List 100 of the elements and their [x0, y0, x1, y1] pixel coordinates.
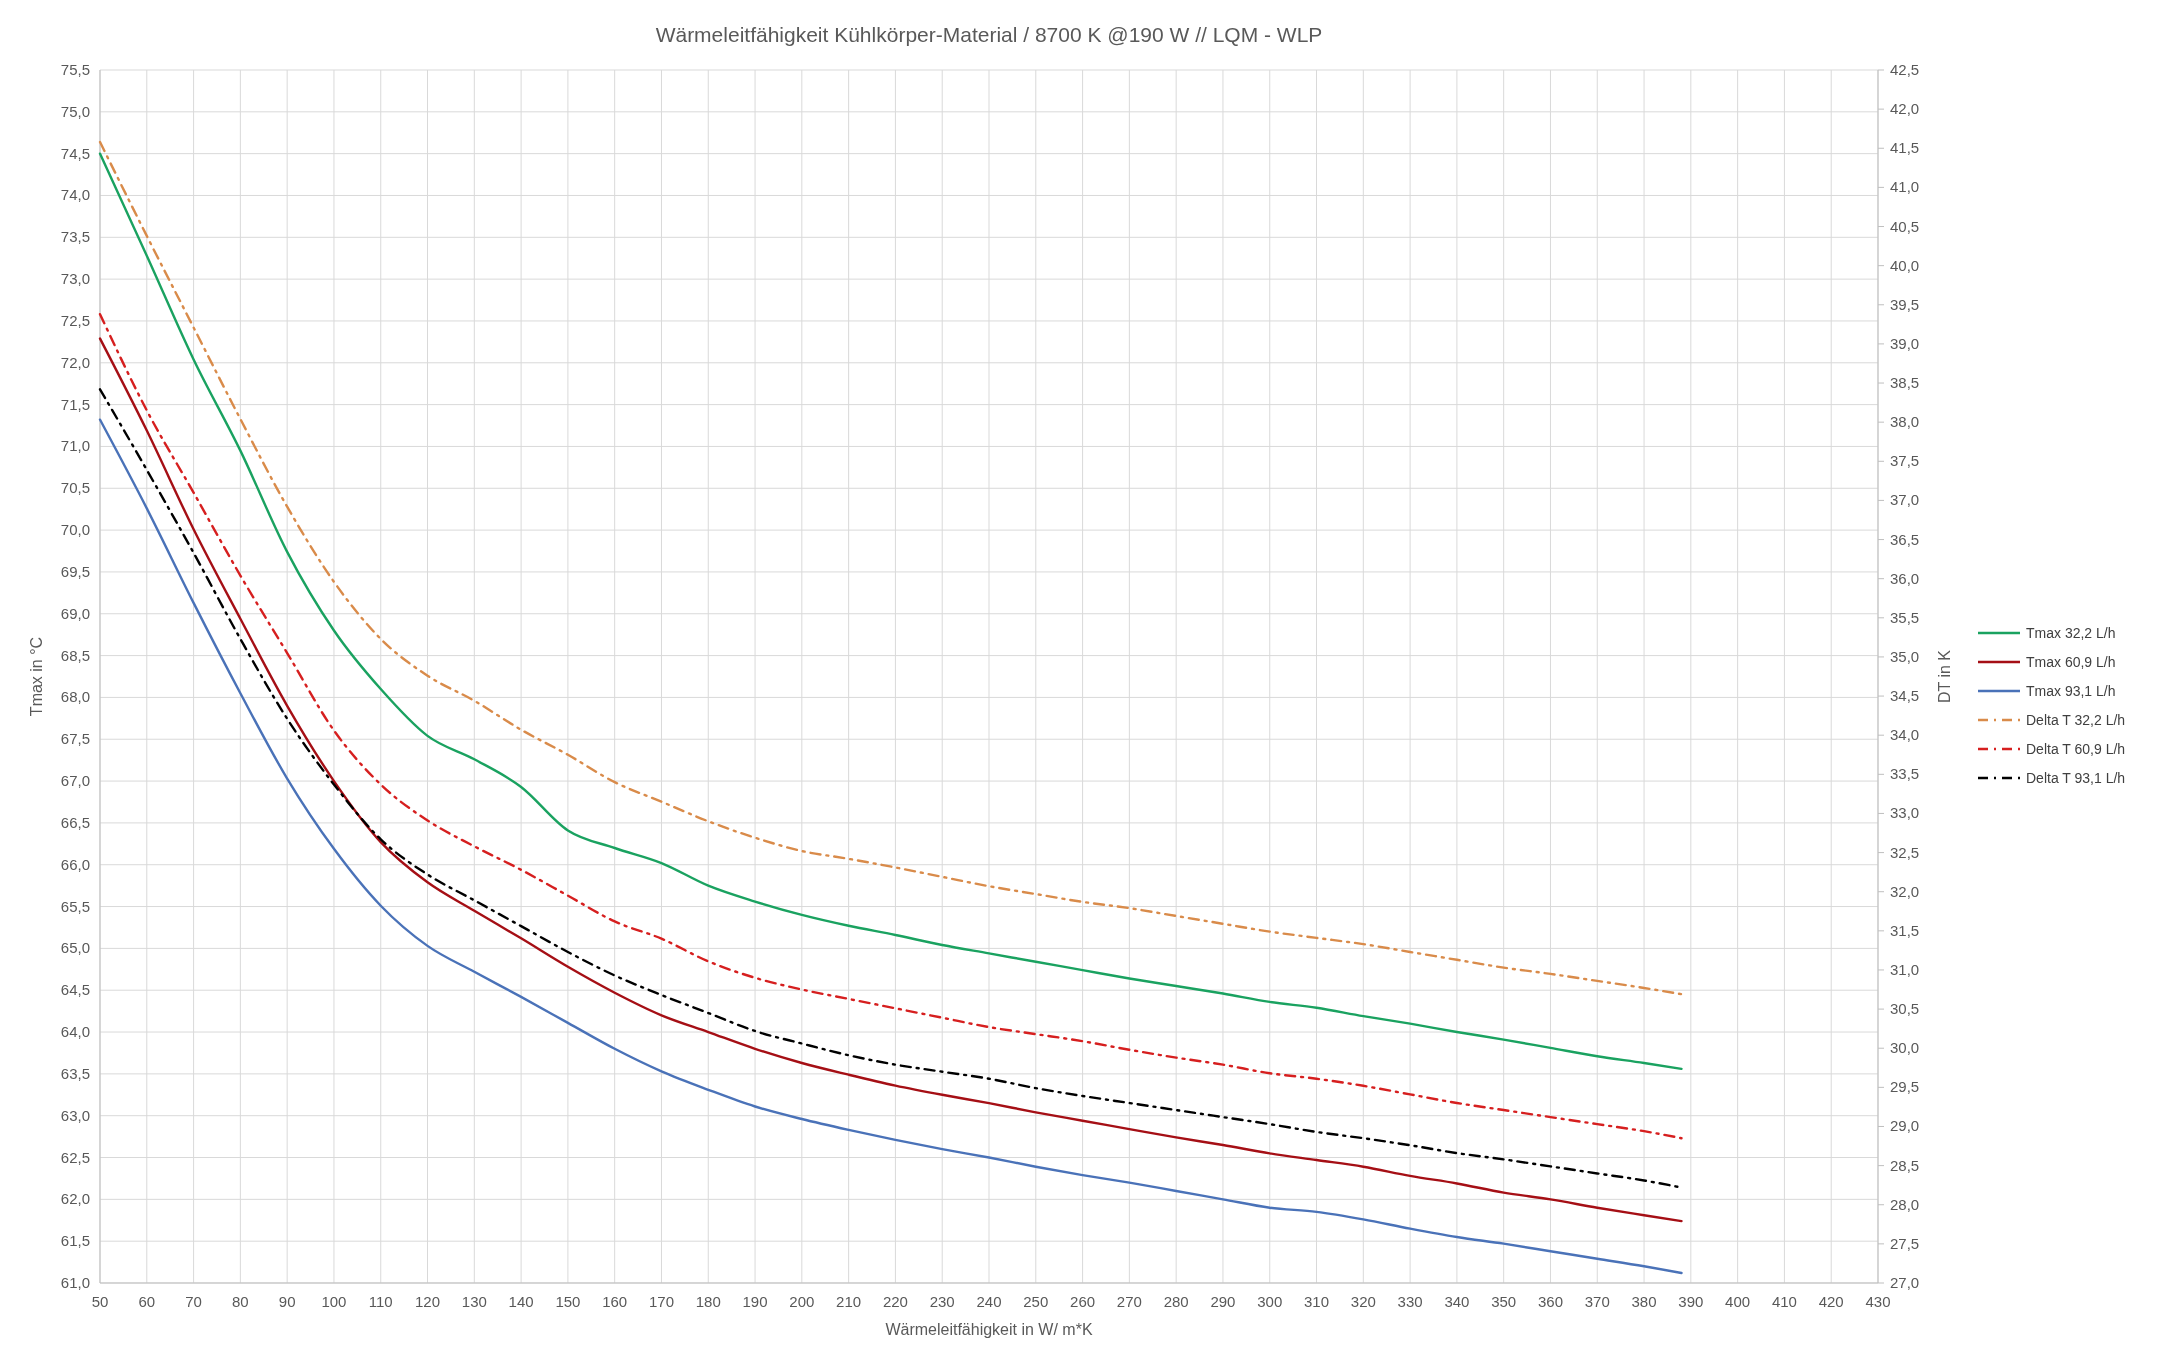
legend-label: Tmax 60,9 L/h — [2026, 654, 2116, 670]
y-tick-label: 74,5 — [60, 144, 90, 162]
x-tick-label: 360 — [1537, 1293, 1563, 1310]
x-tick-label: 80 — [232, 1293, 249, 1310]
x-tick-label: 380 — [1631, 1293, 1657, 1310]
x-axis-title: Wärmeleitfähigkeit in W/ m*K — [885, 1321, 1093, 1338]
y2-tick-label: 31,0 — [1890, 960, 1920, 978]
y-tick-label: 69,0 — [60, 604, 90, 622]
y-tick-label: 66,0 — [60, 855, 90, 873]
x-tick-label: 210 — [836, 1293, 862, 1310]
x-tick-label: 420 — [1818, 1293, 1844, 1310]
y-tick-label: 75,0 — [60, 102, 90, 120]
x-tick-label: 280 — [1163, 1293, 1189, 1310]
y2-tick-label: 31,5 — [1890, 921, 1920, 939]
x-tick-label: 60 — [138, 1293, 156, 1310]
y-tick-label: 65,0 — [60, 939, 90, 957]
y2-tick-label: 34,5 — [1890, 687, 1920, 705]
x-tick-label: 350 — [1491, 1293, 1517, 1310]
y2-tick-label: 38,0 — [1890, 413, 1920, 431]
x-tick-label: 230 — [929, 1293, 955, 1310]
x-tick-label: 170 — [648, 1293, 674, 1310]
x-tick-label: 340 — [1444, 1293, 1470, 1310]
x-tick-label: 250 — [1023, 1293, 1049, 1310]
x-tick-label: 150 — [555, 1293, 581, 1310]
y2-tick-label: 33,5 — [1890, 765, 1920, 783]
y-axis-title: Tmax in °C — [28, 636, 45, 717]
y2-tick-label: 27,0 — [1890, 1274, 1920, 1291]
legend-label: Delta T 60,9 L/h — [2026, 741, 2126, 757]
x-tick-label: 140 — [508, 1293, 534, 1310]
y-tick-label: 72,0 — [60, 353, 90, 371]
y-tick-label: 64,5 — [60, 981, 90, 999]
y2-tick-label: 28,0 — [1890, 1195, 1920, 1213]
y2-tick-label: 30,0 — [1890, 1039, 1920, 1057]
y2-tick-label: 42,5 — [1890, 61, 1920, 78]
x-tick-label: 200 — [789, 1293, 815, 1310]
x-tick-label: 90 — [278, 1293, 296, 1310]
y-tick-label: 73,0 — [60, 270, 90, 288]
x-tick-label: 240 — [976, 1293, 1002, 1310]
y-tick-label: 70,5 — [60, 479, 90, 497]
x-tick-label: 430 — [1865, 1293, 1891, 1310]
y-tick-label: 69,5 — [60, 562, 90, 580]
y2-tick-label: 41,5 — [1890, 139, 1920, 157]
x-tick-label: 270 — [1116, 1293, 1142, 1310]
y2-tick-label: 29,0 — [1890, 1117, 1920, 1135]
x-tick-label: 220 — [882, 1293, 908, 1310]
x-tick-label: 160 — [602, 1293, 628, 1310]
x-tick-label: 330 — [1397, 1293, 1423, 1310]
y-tick-label: 64,0 — [60, 1023, 90, 1041]
legend-label: Delta T 32,2 L/h — [2026, 712, 2126, 728]
y-tick-label: 75,5 — [60, 61, 90, 78]
y-tick-label: 73,5 — [60, 228, 90, 246]
x-tick-label: 300 — [1257, 1293, 1283, 1310]
legend-label: Tmax 93,1 L/h — [2026, 683, 2116, 699]
y2-tick-label: 42,0 — [1890, 100, 1920, 118]
y2-tick-label: 36,0 — [1890, 569, 1920, 587]
y2-tick-label: 41,0 — [1890, 178, 1920, 196]
x-tick-label: 390 — [1678, 1293, 1704, 1310]
y-tick-label: 63,0 — [60, 1106, 90, 1124]
y-tick-label: 65,5 — [60, 897, 90, 915]
x-tick-label: 50 — [91, 1293, 109, 1310]
y2-tick-label: 36,5 — [1890, 530, 1920, 548]
y2-tick-label: 39,0 — [1890, 334, 1920, 352]
y-tick-label: 66,5 — [60, 813, 90, 831]
x-tick-label: 180 — [695, 1293, 721, 1310]
x-tick-label: 310 — [1304, 1293, 1330, 1310]
x-tick-label: 130 — [461, 1293, 487, 1310]
y2-tick-label: 32,0 — [1890, 882, 1920, 900]
y2-tick-label: 28,5 — [1890, 1156, 1920, 1174]
y2-tick-label: 37,0 — [1890, 491, 1920, 509]
x-tick-label: 190 — [742, 1293, 768, 1310]
y-tick-label: 63,5 — [60, 1064, 90, 1082]
y2-tick-label: 33,0 — [1890, 804, 1920, 822]
y2-tick-label: 29,5 — [1890, 1078, 1920, 1096]
y2-tick-label: 40,0 — [1890, 256, 1920, 274]
y-tick-label: 71,5 — [60, 395, 90, 413]
y2-tick-label: 38,5 — [1890, 374, 1920, 392]
y-tick-label: 68,5 — [60, 646, 90, 664]
y-tick-label: 61,0 — [60, 1274, 90, 1291]
y2-tick-label: 37,5 — [1890, 452, 1920, 470]
x-tick-label: 110 — [368, 1293, 393, 1310]
y2-tick-label: 35,0 — [1890, 647, 1920, 665]
x-tick-label: 120 — [415, 1293, 441, 1310]
y2-tick-label: 40,5 — [1890, 217, 1920, 235]
y2-tick-label: 30,5 — [1890, 1000, 1920, 1018]
chart-title: Wärmeleitfähigkeit Kühlkörper-Material / 8700 K @190 W // LQM - WLP — [655, 23, 1323, 46]
x-tick-label: 100 — [321, 1293, 347, 1310]
x-tick-label: 70 — [185, 1293, 202, 1310]
y-tick-label: 67,0 — [60, 772, 90, 790]
y-tick-label: 67,5 — [60, 730, 90, 748]
y2-axis-title: DT in K — [1936, 649, 1953, 704]
x-tick-label: 400 — [1725, 1293, 1751, 1310]
y-tick-label: 62,5 — [60, 1148, 90, 1166]
y2-tick-label: 32,5 — [1890, 843, 1920, 861]
y-tick-label: 68,0 — [60, 688, 90, 706]
y-tick-label: 71,0 — [60, 437, 90, 455]
legend-label: Tmax 32,2 L/h — [2026, 625, 2116, 641]
x-tick-label: 410 — [1771, 1293, 1797, 1310]
y2-tick-label: 34,0 — [1890, 726, 1920, 744]
y-tick-label: 61,5 — [60, 1232, 90, 1250]
legend-label: Delta T 93,1 L/h — [2026, 770, 2126, 786]
